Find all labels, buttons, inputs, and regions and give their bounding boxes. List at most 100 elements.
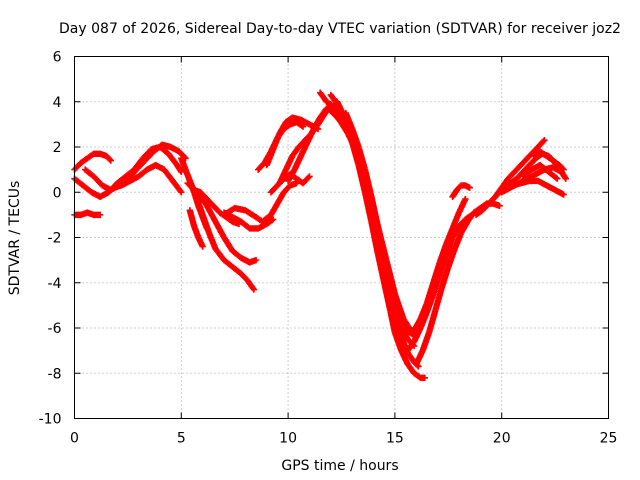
data-point-run (140, 147, 154, 161)
y-tick-label: -6 (48, 321, 62, 337)
data-point-run (474, 208, 485, 218)
series-track-12 (220, 209, 277, 232)
data-point-run (538, 162, 551, 175)
x-tick-label: 0 (70, 431, 79, 447)
series-track-18 (316, 89, 429, 381)
series-track-27 (472, 137, 548, 219)
data-point-run (463, 182, 472, 191)
data-point (199, 243, 206, 250)
data-point-run (294, 119, 305, 129)
data-point-run (185, 181, 197, 193)
data-point (107, 157, 115, 164)
data-point-run (375, 224, 390, 262)
x-tick-label: 5 (177, 431, 186, 447)
data-point-run (366, 190, 381, 228)
data-point-run (437, 242, 449, 265)
y-tick-label: -10 (39, 412, 62, 428)
data-point (496, 202, 503, 210)
data-point-run (505, 169, 517, 181)
data-point-run (204, 196, 216, 208)
data-point-run (392, 292, 407, 321)
data-point-run (213, 246, 227, 263)
data-point-run (238, 271, 250, 283)
data-point-run (300, 174, 312, 186)
data-point-run (443, 226, 456, 247)
data-point-run (343, 111, 355, 131)
data-point-run (221, 235, 235, 254)
x-axis-label: GPS time / hours (281, 458, 398, 474)
data-point-run (357, 163, 372, 194)
data-point-run (449, 210, 462, 231)
data-point-run (525, 149, 536, 161)
data-point-run (264, 217, 276, 227)
x-tick-label: 20 (493, 431, 511, 447)
series-track-30 (509, 177, 567, 198)
data-point-run (222, 257, 235, 270)
data-point-run (161, 167, 176, 183)
data-point-run (224, 214, 235, 224)
data-point-run (72, 176, 86, 188)
data-point-run (134, 158, 148, 172)
x-tick-label: 10 (279, 431, 297, 447)
data-point (306, 173, 313, 180)
series-track-17 (267, 170, 313, 196)
data-point-run (204, 203, 218, 224)
data-point-run (443, 235, 456, 258)
data-point-run (349, 127, 362, 149)
data-point-run (531, 142, 543, 154)
y-tick-label: 4 (53, 95, 62, 111)
data-point-run (419, 330, 432, 353)
data-point-run (170, 178, 184, 195)
data-point-run (456, 217, 468, 229)
data-point-run (85, 151, 96, 161)
data-point-run (136, 167, 150, 179)
axis-ticks: 0 5 10 15 20 25 -10 -8 -6 -4 -2 0 2 4 6 (39, 50, 618, 447)
y-tick-label: 0 (53, 185, 62, 201)
data-point-run (405, 350, 417, 364)
data-point (562, 175, 569, 182)
data-point (252, 256, 260, 264)
data-point-run (452, 231, 464, 251)
data-point-run (430, 260, 443, 285)
series-track-14 (263, 114, 322, 169)
data-point-run (245, 278, 257, 292)
data-point-run (264, 147, 276, 167)
data-point-run (527, 156, 539, 168)
data-point-run (336, 117, 351, 136)
data-point-run (142, 149, 156, 163)
data-point (554, 175, 561, 182)
data-point-run (288, 171, 299, 181)
y-tick-label: 2 (53, 140, 62, 156)
x-tick-label: 25 (600, 431, 618, 447)
y-tick-label: -4 (48, 276, 62, 292)
data-point-run (260, 212, 273, 224)
data-point (421, 374, 429, 381)
data-point-run (351, 145, 364, 167)
y-axis-label: SDTVAR / TECUs (7, 181, 23, 296)
data-point (178, 189, 185, 196)
series-track-32 (530, 148, 567, 173)
data-point-run (268, 183, 280, 195)
data-point-run (275, 176, 286, 188)
data-point-run (392, 330, 405, 353)
data-point-run (546, 169, 560, 181)
data-point (462, 195, 469, 203)
series-track-07 (186, 177, 258, 293)
data-point-run (78, 156, 90, 166)
data-point-run (198, 190, 210, 202)
data-point-run (557, 163, 566, 172)
data-point-run (317, 90, 329, 104)
data-point-run (432, 285, 445, 312)
data-point (541, 137, 548, 144)
data-point-run (199, 213, 212, 235)
data-point-run (463, 212, 474, 222)
data-point (269, 216, 277, 223)
data-point-run (412, 370, 423, 381)
data-point-run (193, 194, 206, 217)
data-point-run (538, 138, 547, 147)
data-point-run (405, 339, 417, 353)
data-point-run (445, 247, 458, 269)
y-tick-label: -2 (48, 231, 62, 247)
data-point (299, 123, 307, 130)
data-point-run (520, 163, 532, 174)
